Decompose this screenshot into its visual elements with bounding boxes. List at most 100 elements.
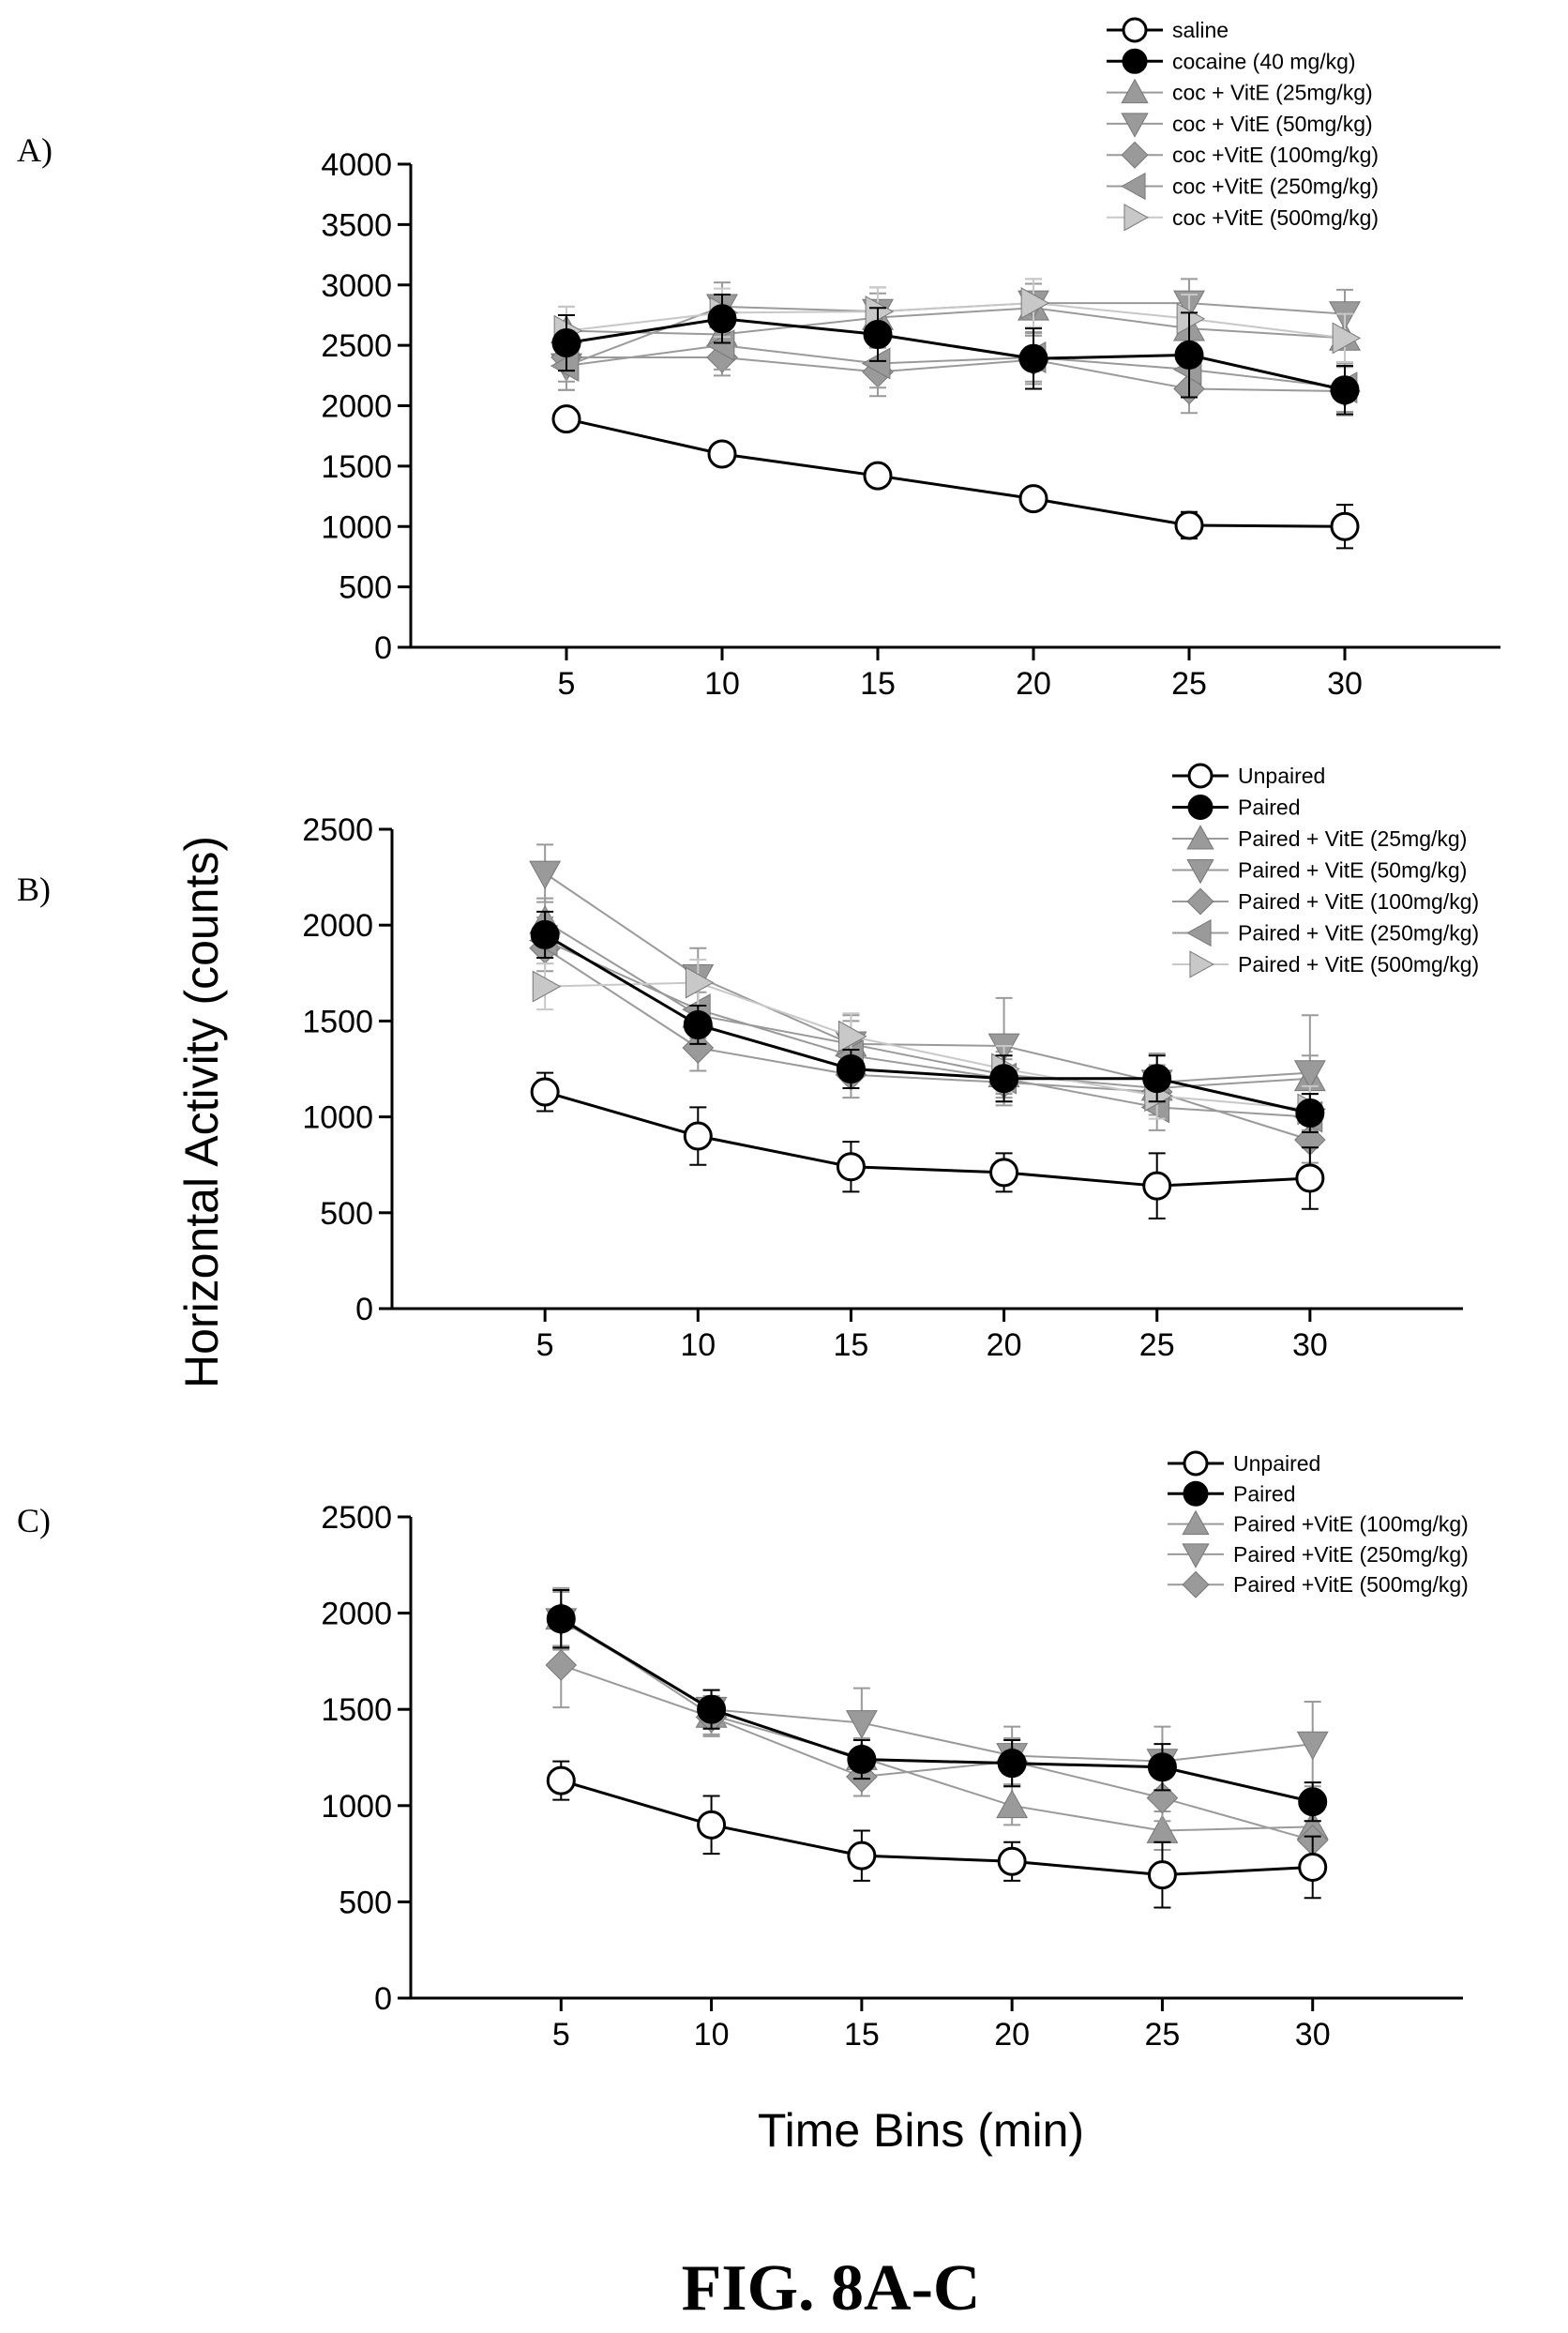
legend-marker xyxy=(1186,858,1214,885)
data-point xyxy=(847,1745,877,1775)
y-tick-label: 2000 xyxy=(302,908,373,944)
data-point xyxy=(530,919,560,949)
legend-label: Paired + VitE (100mg/kg) xyxy=(1238,889,1479,914)
y-tick-label: 2000 xyxy=(321,1597,392,1632)
legend-label: coc + VitE (25mg/kg) xyxy=(1172,81,1373,105)
legend-marker xyxy=(1183,1450,1209,1477)
x-tick-label: 10 xyxy=(680,1327,716,1363)
legend: Unpaired Paired Paired + VitE (25mg/kg) Pai… xyxy=(1172,763,1479,978)
data-point xyxy=(546,1765,576,1795)
data-point xyxy=(550,350,580,382)
data-point xyxy=(551,404,581,434)
x-tick-label: 15 xyxy=(844,2017,880,2053)
y-tick-label: 3500 xyxy=(321,207,392,243)
data-point xyxy=(529,860,562,890)
data-point xyxy=(989,1064,1019,1094)
y-tick-label: 0 xyxy=(374,1981,392,2017)
data-point xyxy=(1298,1852,1328,1882)
panel-label: B) xyxy=(17,871,51,908)
panels-group: A) 0 500 1000 1500 2000 2500 30 0 0 3500 4000 5 10 15 2… xyxy=(17,17,1500,2053)
data-point xyxy=(1298,1787,1328,1817)
y-tick-label: 4000 xyxy=(321,147,392,183)
data-point xyxy=(697,1810,727,1840)
data-point xyxy=(1332,322,1362,355)
y-tick-label: 0 xyxy=(374,630,392,666)
x-tick-label: 10 xyxy=(694,2017,730,2053)
series-1 xyxy=(530,1071,1325,1220)
data-point xyxy=(1176,302,1206,335)
series-4 xyxy=(545,1591,1329,1797)
data-point xyxy=(863,461,893,491)
data-point xyxy=(1018,343,1048,373)
data-point xyxy=(989,1158,1019,1188)
legend-label: Paired xyxy=(1233,1481,1295,1506)
legend-marker xyxy=(1187,795,1214,820)
legend-label: Paired + VitE (250mg/kg) xyxy=(1238,921,1479,946)
data-point xyxy=(1330,375,1360,405)
legend-marker xyxy=(1182,1543,1210,1568)
data-point xyxy=(551,328,581,358)
series-line xyxy=(544,1090,1310,1188)
legend: Unpaired Paired Paired +VitE (100mg/kg) Pai… xyxy=(1168,1450,1469,1598)
legend-label: saline xyxy=(1172,18,1229,42)
figure-caption: FIG. 8A-C xyxy=(682,2252,981,2325)
data-point xyxy=(997,1846,1027,1876)
x-tick-label: 30 xyxy=(1295,2017,1331,2053)
panel-2: B) 0 500 1000 1500 2000 2500 5 10 15 20 25 30 Unpaire… xyxy=(17,763,1479,1363)
y-tick-label: 1500 xyxy=(302,1004,373,1039)
data-point xyxy=(682,1032,715,1064)
series-line xyxy=(544,920,1310,1089)
legend-marker xyxy=(1186,918,1212,947)
legend-marker xyxy=(1122,48,1148,74)
y-tick-label: 0 xyxy=(355,1292,373,1327)
y-tick-label: 2000 xyxy=(321,389,392,425)
data-point xyxy=(546,1604,576,1634)
legend-marker xyxy=(1121,78,1149,104)
y-axis-title: Horizontal Activity (counts) xyxy=(175,836,228,1388)
legend-label: Unpaired xyxy=(1233,1451,1320,1476)
legend-marker xyxy=(1186,825,1214,850)
legend-marker xyxy=(1182,1509,1210,1536)
y-tick-label: 500 xyxy=(320,1196,373,1232)
x-tick-label: 5 xyxy=(536,1327,554,1363)
panel-label: C) xyxy=(17,1502,51,1539)
data-point xyxy=(683,1009,713,1039)
y-tick-label: 1000 xyxy=(321,1789,392,1825)
series-7 xyxy=(532,958,1326,1133)
y-tick-label: 2500 xyxy=(321,328,392,364)
x-tick-label: 5 xyxy=(552,2017,570,2053)
panel-label: A) xyxy=(17,131,53,169)
data-point xyxy=(1174,510,1204,540)
data-point xyxy=(996,1789,1029,1819)
series-line xyxy=(565,307,1346,340)
legend-marker xyxy=(1187,763,1214,789)
data-point xyxy=(1147,1752,1177,1782)
legend-label: Paired + VitE (500mg/kg) xyxy=(1238,952,1479,977)
series-3 xyxy=(550,282,1361,364)
data-point xyxy=(1295,1163,1325,1193)
legend-label: cocaine (40 mg/kg) xyxy=(1172,49,1356,73)
legend-label: Paired +VitE (500mg/kg) xyxy=(1233,1572,1469,1597)
data-point xyxy=(707,439,737,469)
x-tick-label: 30 xyxy=(1292,1327,1328,1363)
series-1 xyxy=(546,1760,1328,1909)
series-2 xyxy=(551,294,1360,416)
data-point xyxy=(1020,287,1050,320)
legend-label: Paired xyxy=(1238,795,1300,820)
data-point xyxy=(847,1841,877,1871)
data-point xyxy=(1295,1098,1325,1129)
legend-label: Paired +VitE (100mg/kg) xyxy=(1233,1512,1469,1537)
x-tick-label: 10 xyxy=(704,666,740,702)
series-5 xyxy=(545,1621,1329,1861)
data-point xyxy=(1142,1171,1172,1201)
series-line xyxy=(565,317,1346,392)
legend-marker xyxy=(1189,950,1214,978)
series-2 xyxy=(546,1588,1328,1823)
data-point xyxy=(836,1152,866,1182)
y-tick-label: 2500 xyxy=(302,812,373,848)
y-tick-label: 1000 xyxy=(302,1100,373,1136)
legend-marker xyxy=(1121,113,1149,138)
legend: saline cocaine (40 mg/kg) coc + VitE (25mg… xyxy=(1107,17,1379,232)
series-line xyxy=(565,417,1346,528)
series-line xyxy=(560,1615,1313,1832)
